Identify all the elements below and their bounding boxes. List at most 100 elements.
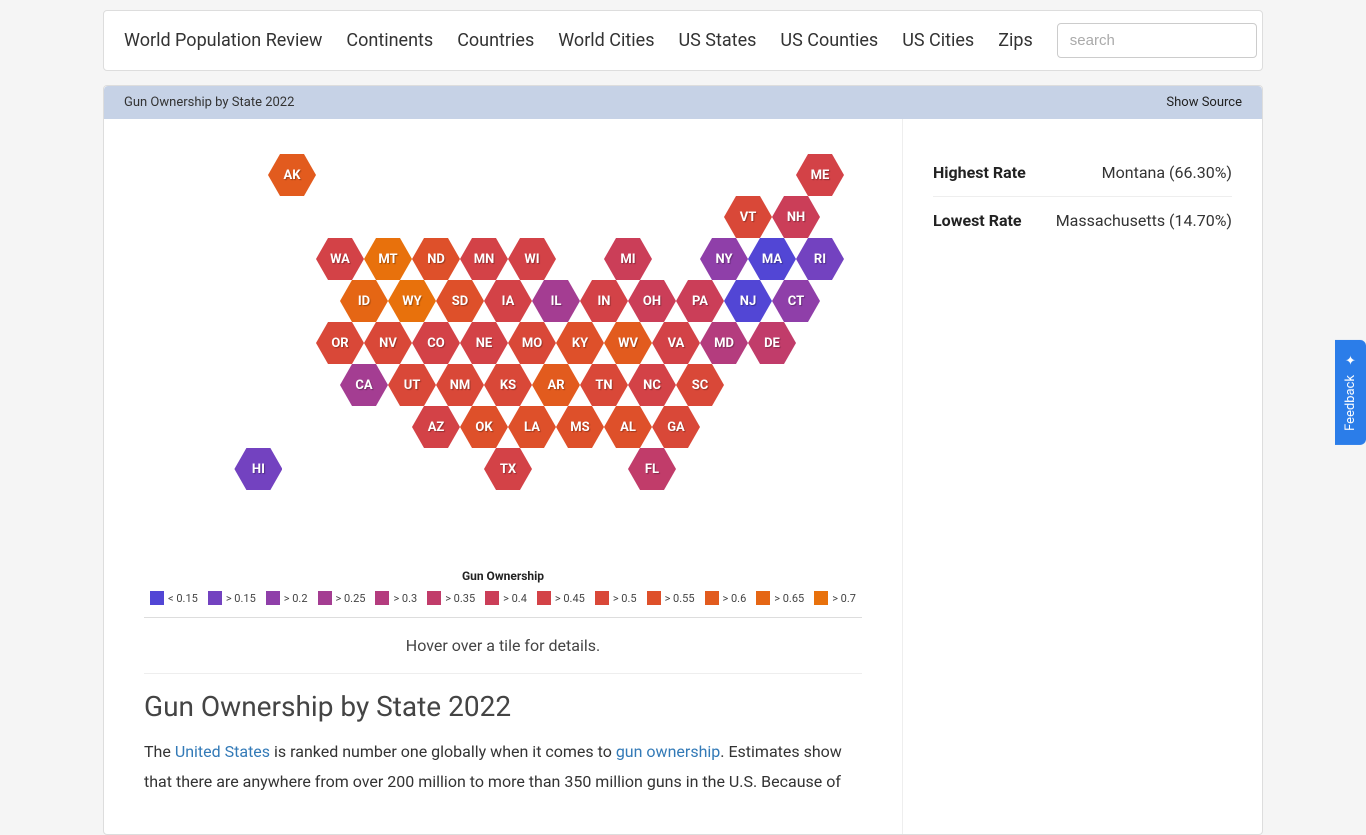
nav-item[interactable]: Continents	[346, 30, 433, 51]
show-source-link[interactable]: Show Source	[1166, 95, 1242, 110]
legend-label: > 0.15	[226, 592, 256, 605]
link-gun-ownership[interactable]: gun ownership	[616, 742, 720, 761]
nav-item[interactable]: World Population Review	[124, 30, 322, 51]
article: Gun Ownership by State 2022 The United S…	[124, 674, 882, 814]
legend-swatch	[647, 591, 661, 605]
stat-highest-label: Highest Rate	[933, 163, 1026, 182]
map-column: AK ME VTNH WAMTNDMNWI MI NYMARI IDWYSDIAILINOH…	[104, 119, 902, 834]
state-hex-hi[interactable]: HI	[234, 448, 282, 490]
legend-item: > 0.3	[375, 591, 417, 605]
legend-swatch	[318, 591, 332, 605]
state-hex-ms[interactable]: MS	[556, 406, 604, 448]
state-hex-co[interactable]: CO	[412, 322, 460, 364]
state-hex-mo[interactable]: MO	[508, 322, 556, 364]
state-hex-de[interactable]: DE	[748, 322, 796, 364]
state-hex-in[interactable]: IN	[580, 280, 628, 322]
nav-item[interactable]: US Counties	[780, 30, 878, 51]
legend-label: > 0.7	[832, 592, 856, 605]
state-hex-wa[interactable]: WA	[316, 238, 364, 280]
legend-item: > 0.5	[595, 591, 637, 605]
legend-swatch	[208, 591, 222, 605]
feedback-label: Feedback	[1343, 375, 1358, 431]
state-hex-il[interactable]: IL	[532, 280, 580, 322]
state-hex-ct[interactable]: CT	[772, 280, 820, 322]
state-hex-vt[interactable]: VT	[724, 196, 772, 238]
state-hex-mt[interactable]: MT	[364, 238, 412, 280]
legend-label: > 0.3	[393, 592, 417, 605]
state-hex-tx[interactable]: TX	[484, 448, 532, 490]
legend-swatch	[150, 591, 164, 605]
state-hex-oh[interactable]: OH	[628, 280, 676, 322]
legend-item: < 0.15	[150, 591, 198, 605]
state-hex-id[interactable]: ID	[340, 280, 388, 322]
legend: Gun Ownership < 0.15 > 0.15 > 0.2 > 0.25 > 0…	[144, 559, 862, 618]
legend-swatch	[427, 591, 441, 605]
state-hex-or[interactable]: OR	[316, 322, 364, 364]
state-hex-va[interactable]: VA	[652, 322, 700, 364]
nav-item[interactable]: Countries	[457, 30, 534, 51]
state-hex-nd[interactable]: ND	[412, 238, 460, 280]
legend-label: > 0.45	[555, 592, 585, 605]
state-hex-az[interactable]: AZ	[412, 406, 460, 448]
state-hex-al[interactable]: AL	[604, 406, 652, 448]
state-hex-mn[interactable]: MN	[460, 238, 508, 280]
legend-label: > 0.55	[665, 592, 695, 605]
legend-swatch	[756, 591, 770, 605]
state-hex-ut[interactable]: UT	[388, 364, 436, 406]
nav-item[interactable]: Zips	[998, 30, 1033, 51]
link-united-states[interactable]: United States	[175, 742, 270, 761]
legend-title: Gun Ownership	[144, 569, 862, 583]
state-hex-ca[interactable]: CA	[340, 364, 388, 406]
legend-item: > 0.6	[705, 591, 747, 605]
state-hex-tn[interactable]: TN	[580, 364, 628, 406]
state-hex-ga[interactable]: GA	[652, 406, 700, 448]
stat-lowest-value: Massachusetts (14.70%)	[1056, 211, 1232, 230]
state-hex-ia[interactable]: IA	[484, 280, 532, 322]
legend-label: < 0.15	[168, 592, 198, 605]
state-hex-wv[interactable]: WV	[604, 322, 652, 364]
state-hex-nj[interactable]: NJ	[724, 280, 772, 322]
legend-swatch	[595, 591, 609, 605]
state-hex-nm[interactable]: NM	[436, 364, 484, 406]
nav-item[interactable]: US States	[678, 30, 756, 51]
nav-item[interactable]: US Cities	[902, 30, 974, 51]
state-hex-ri[interactable]: RI	[796, 238, 844, 280]
feedback-tab[interactable]: Feedback ✦	[1335, 340, 1366, 445]
state-hex-ma[interactable]: MA	[748, 238, 796, 280]
state-hex-nc[interactable]: NC	[628, 364, 676, 406]
state-hex-fl[interactable]: FL	[628, 448, 676, 490]
state-hex-ny[interactable]: NY	[700, 238, 748, 280]
legend-label: > 0.5	[613, 592, 637, 605]
state-hex-la[interactable]: LA	[508, 406, 556, 448]
state-hex-wi[interactable]: WI	[508, 238, 556, 280]
state-hex-ks[interactable]: KS	[484, 364, 532, 406]
search-input[interactable]	[1057, 23, 1257, 58]
state-hex-ak[interactable]: AK	[268, 154, 316, 196]
state-hex-me[interactable]: ME	[796, 154, 844, 196]
state-hex-ar[interactable]: AR	[532, 364, 580, 406]
state-hex-nh[interactable]: NH	[772, 196, 820, 238]
state-hex-md[interactable]: MD	[700, 322, 748, 364]
state-hex-wy[interactable]: WY	[388, 280, 436, 322]
state-hex-ky[interactable]: KY	[556, 322, 604, 364]
legend-label: > 0.25	[336, 592, 366, 605]
legend-label: > 0.65	[774, 592, 804, 605]
legend-item: > 0.2	[266, 591, 308, 605]
state-hex-mi[interactable]: MI	[604, 238, 652, 280]
panel-header: Gun Ownership by State 2022 Show Source	[104, 86, 1262, 119]
stat-lowest-label: Lowest Rate	[933, 211, 1022, 230]
state-hex-nv[interactable]: NV	[364, 322, 412, 364]
state-hex-sc[interactable]: SC	[676, 364, 724, 406]
stat-lowest: Lowest Rate Massachusetts (14.70%)	[933, 197, 1232, 244]
legend-swatch	[814, 591, 828, 605]
state-hex-ok[interactable]: OK	[460, 406, 508, 448]
star-icon: ✦	[1343, 354, 1358, 369]
state-hex-ne[interactable]: NE	[460, 322, 508, 364]
legend-label: > 0.6	[723, 592, 747, 605]
hex-map: AK ME VTNH WAMTNDMNWI MI NYMARI IDWYSDIAILINOH…	[164, 139, 882, 559]
top-nav: World Population Review Continents Countri…	[103, 10, 1263, 71]
state-hex-pa[interactable]: PA	[676, 280, 724, 322]
legend-swatch	[266, 591, 280, 605]
nav-item[interactable]: World Cities	[558, 30, 654, 51]
state-hex-sd[interactable]: SD	[436, 280, 484, 322]
